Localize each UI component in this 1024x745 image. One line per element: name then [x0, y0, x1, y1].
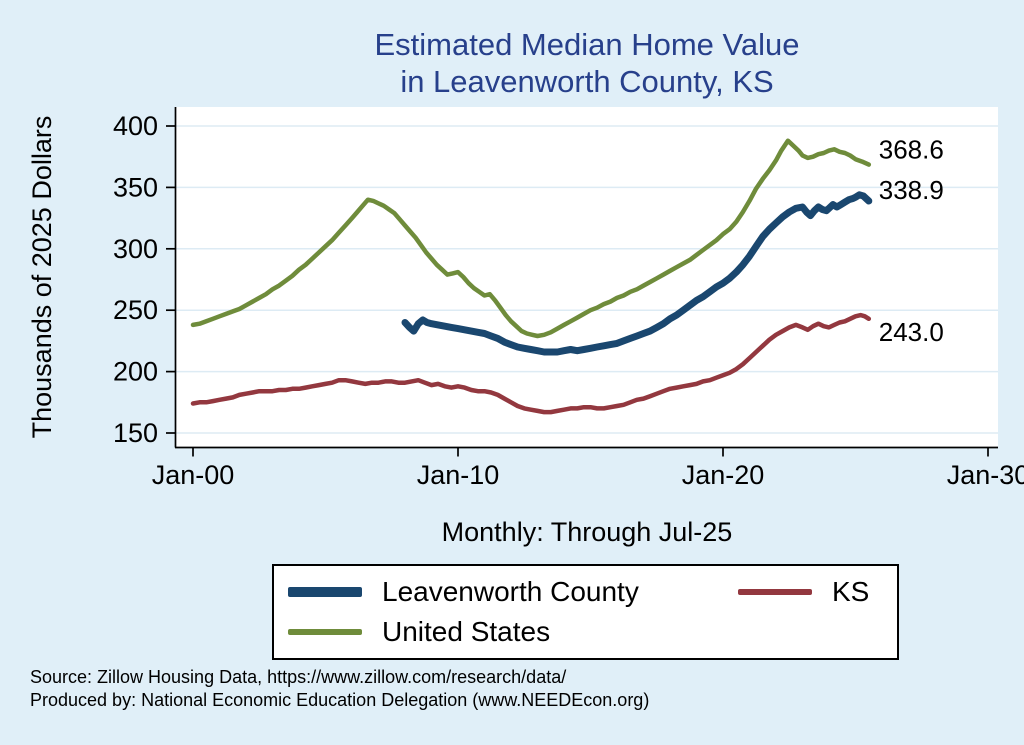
legend-label-leavenworth: Leavenworth County — [382, 576, 639, 607]
legend-swatch-ks — [738, 589, 812, 595]
y-tick-label: 400 — [113, 111, 158, 141]
source-note: Source: Zillow Housing Data, https://www… — [30, 666, 649, 712]
y-tick-label: 250 — [113, 295, 158, 325]
x-tick-label: Jan-30 — [947, 460, 1024, 490]
y-tick-label: 200 — [113, 357, 158, 387]
x-tick-label: Jan-20 — [682, 460, 765, 490]
series-line-us — [190, 138, 872, 339]
legend-item-leavenworth: Leavenworth County — [288, 575, 738, 609]
x-tick-label: Jan-10 — [417, 460, 500, 490]
chart-title: Estimated Median Home Value in Leavenwor… — [150, 26, 1024, 100]
series-line-leavenworth — [401, 191, 873, 356]
end-label-ks: 243.0 — [879, 317, 944, 347]
legend-label-ks: KS — [832, 576, 870, 607]
legend-item-us: United States — [288, 615, 738, 649]
end-label-leavenworth: 338.9 — [879, 175, 944, 205]
legend-label-us: United States — [382, 616, 551, 647]
series-line-ks — [190, 312, 872, 415]
plot-background — [176, 107, 998, 448]
y-tick-label: 350 — [113, 172, 158, 202]
legend-swatch-leavenworth — [288, 587, 362, 597]
y-tick-label: 300 — [113, 234, 158, 264]
chart-title-line1: Estimated Median Home Value — [374, 27, 800, 62]
x-axis-subtitle: Monthly: Through Jul-25 — [441, 517, 733, 547]
chart-title-line2: in Leavenworth County, KS — [400, 64, 774, 99]
source-line: Source: Zillow Housing Data, https://www… — [30, 667, 567, 687]
end-label-us: 368.6 — [879, 135, 944, 165]
x-tick-label: Jan-00 — [152, 460, 235, 490]
legend-swatch-us — [288, 629, 362, 635]
y-tick-label: 150 — [113, 418, 158, 448]
legend-item-ks: KS — [738, 575, 883, 609]
produced-by-line: Produced by: National Economic Education… — [30, 690, 650, 710]
legend: Leavenworth County KS United States — [272, 564, 899, 660]
